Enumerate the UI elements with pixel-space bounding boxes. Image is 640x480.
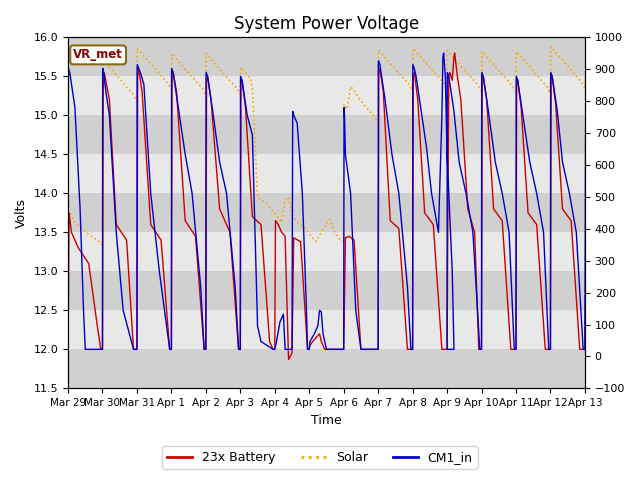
Solar bbox=[571, 71, 579, 77]
Bar bbox=[68, 76, 585, 115]
Bar bbox=[68, 232, 585, 271]
23x Battery bbox=[207, 97, 215, 103]
CM1_in bbox=[440, 50, 447, 56]
CM1_in bbox=[584, 120, 592, 126]
Line: Solar: Solar bbox=[68, 47, 590, 245]
Solar bbox=[64, 207, 72, 213]
23x Battery bbox=[173, 89, 180, 95]
Bar bbox=[68, 155, 585, 193]
Y-axis label: Volts: Volts bbox=[15, 198, 28, 228]
Line: 23x Battery: 23x Battery bbox=[68, 53, 590, 360]
X-axis label: Time: Time bbox=[311, 414, 342, 427]
Solar bbox=[198, 85, 206, 91]
Solar bbox=[205, 54, 213, 60]
Bar bbox=[68, 37, 585, 76]
23x Battery bbox=[168, 73, 176, 79]
Bar bbox=[68, 271, 585, 311]
CM1_in bbox=[513, 73, 520, 79]
CM1_in bbox=[257, 339, 265, 345]
Bar bbox=[68, 311, 585, 349]
23x Battery bbox=[64, 347, 72, 352]
Bar bbox=[68, 115, 585, 155]
23x Battery bbox=[586, 204, 594, 210]
23x Battery bbox=[559, 206, 566, 212]
Solar bbox=[564, 63, 572, 69]
Title: System Power Voltage: System Power Voltage bbox=[234, 15, 419, 33]
Bar bbox=[68, 349, 585, 388]
23x Battery bbox=[285, 357, 292, 362]
Solar bbox=[586, 47, 594, 53]
CM1_in bbox=[412, 73, 420, 79]
Line: CM1_in: CM1_in bbox=[68, 53, 588, 349]
CM1_in bbox=[253, 323, 261, 329]
Bar bbox=[68, 193, 585, 232]
23x Battery bbox=[451, 50, 458, 56]
CM1_in bbox=[492, 159, 499, 165]
Solar bbox=[99, 242, 106, 248]
23x Battery bbox=[200, 347, 208, 352]
Legend: 23x Battery, Solar, CM1_in: 23x Battery, Solar, CM1_in bbox=[163, 446, 477, 469]
CM1_in bbox=[450, 108, 458, 114]
Solar bbox=[275, 215, 282, 220]
Solar bbox=[99, 242, 106, 248]
Text: VR_met: VR_met bbox=[73, 48, 123, 61]
CM1_in bbox=[64, 347, 72, 352]
Solar bbox=[547, 44, 555, 50]
23x Battery bbox=[305, 347, 313, 352]
